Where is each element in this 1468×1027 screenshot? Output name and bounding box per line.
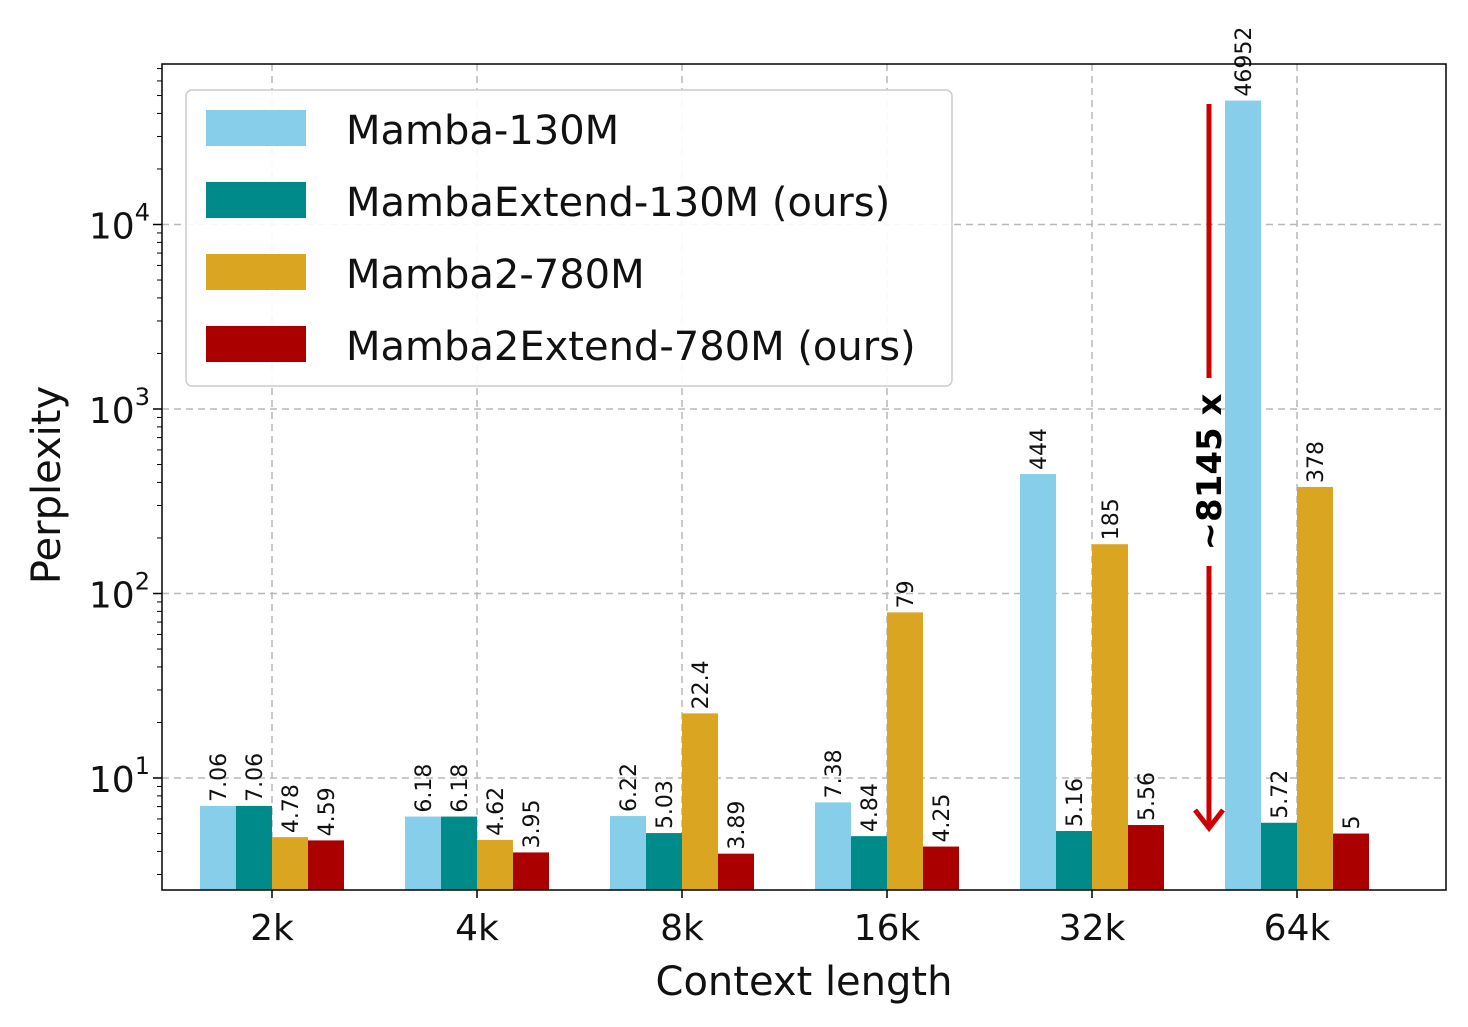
bar-value-label: 7.06 [243, 753, 268, 802]
bar-value-label: 3.89 [725, 801, 750, 850]
plot-frame [161, 63, 1447, 891]
legend-label: MambaExtend-130M (ours) [346, 180, 890, 226]
bar-value-label: 6.18 [412, 764, 437, 813]
bar-value-label: 4.59 [315, 787, 340, 836]
x-tick-label: 2k [250, 908, 294, 949]
bar [1128, 825, 1164, 890]
bar-value-label: 5.16 [1063, 778, 1088, 827]
bar-value-label: 378 [1304, 441, 1329, 483]
y-tick-label: 102 [89, 568, 150, 617]
bar-value-label: 7.06 [207, 753, 232, 802]
annotation: ~8145 x [1190, 104, 1230, 833]
bar-value-label: 5 [1340, 816, 1365, 830]
legend-label: Mamba2Extend-780M (ours) [346, 324, 916, 370]
bar [1297, 486, 1333, 890]
bar [1261, 822, 1297, 890]
y-tick-label: 103 [89, 383, 150, 432]
legend-swatch [206, 254, 306, 290]
x-tick-label: 16k [854, 908, 921, 949]
bar-value-label: 5.72 [1268, 770, 1293, 819]
bar-value-label: 7.38 [822, 749, 847, 798]
annotation-label: ~8145 x [1190, 393, 1230, 550]
legend-swatch [206, 326, 306, 362]
arrow-head [1193, 808, 1225, 833]
bar [308, 840, 344, 890]
bar [405, 816, 441, 890]
bar [1092, 544, 1128, 890]
bar-value-label: 5.56 [1135, 772, 1160, 821]
legend-label: Mamba-130M [346, 108, 619, 154]
bar [815, 802, 851, 890]
x-tick-label: 64k [1264, 908, 1331, 949]
legend-swatch [206, 182, 306, 218]
bar [1020, 474, 1056, 890]
bar-value-label: 46952 [1232, 27, 1257, 97]
bar [1225, 100, 1261, 890]
y-tick-label: 101 [89, 752, 150, 801]
bar [1333, 833, 1369, 890]
x-axis-label: Context length [656, 959, 953, 1005]
y-tick-label: 104 [89, 199, 150, 248]
bar [1056, 831, 1092, 890]
x-tick-label: 8k [660, 908, 704, 949]
bar-value-label: 79 [894, 580, 919, 608]
bar-value-label: 4.62 [484, 787, 509, 836]
legend-label: Mamba2-780M [346, 252, 645, 298]
bar-value-label: 22.4 [689, 660, 714, 709]
bar-value-label: 3.95 [520, 799, 545, 848]
x-tick-label: 4k [455, 908, 499, 949]
bar-value-label: 6.18 [448, 764, 473, 813]
bar-value-label: 4.84 [858, 783, 883, 832]
data-labels: 7.06 6.18 6.22 7.38 444 46952 7.06 6.18 5.03 4.84… [207, 27, 1365, 850]
bar [200, 805, 236, 890]
bar-value-label: 4.25 [930, 794, 955, 843]
bar-value-label: 6.22 [617, 763, 642, 812]
bar [682, 713, 718, 890]
bar [610, 816, 646, 890]
legend-box [185, 89, 953, 387]
legend: Mamba-130M MambaExtend-130M (ours) Mamba2-… [185, 89, 953, 387]
bar [851, 836, 887, 890]
bar [718, 853, 754, 890]
bar-value-label: 5.03 [653, 780, 678, 829]
bars [200, 100, 1369, 890]
bar [513, 852, 549, 890]
x-tick-label: 32k [1059, 908, 1126, 949]
bar [477, 839, 513, 890]
legend-swatch [206, 110, 306, 146]
bar [236, 805, 272, 890]
bar-value-label: 4.78 [279, 784, 304, 833]
bar [887, 612, 923, 890]
bar-value-label: 444 [1027, 428, 1052, 470]
bar [646, 833, 682, 890]
y-axis-label: Perplexity [24, 386, 70, 584]
bar [923, 846, 959, 890]
bar [272, 837, 308, 890]
axes: 2k 4k 8k 16k 32k 64k 101 102 103 104 [89, 63, 1447, 949]
bar [441, 816, 477, 890]
bar-value-label: 185 [1099, 498, 1124, 540]
